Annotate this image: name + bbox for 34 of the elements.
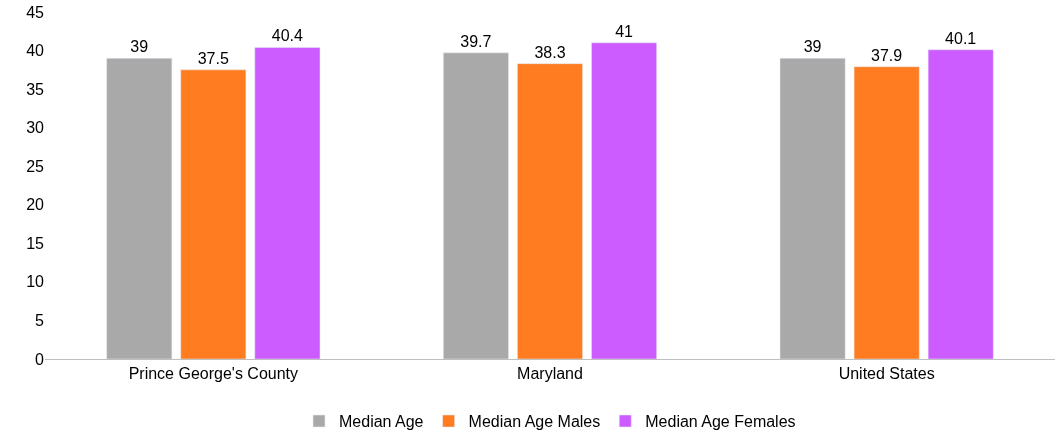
y-tick-label: 20 bbox=[26, 196, 45, 214]
y-tick-label: 35 bbox=[26, 80, 45, 98]
x-tick-label: Maryland bbox=[517, 365, 583, 383]
x-tick-label: Prince George's County bbox=[128, 365, 299, 383]
data-label: 39.7 bbox=[460, 32, 492, 50]
data-label: 37.5 bbox=[197, 49, 229, 67]
data-label: 39 bbox=[130, 38, 149, 56]
bar bbox=[853, 66, 920, 359]
bar bbox=[591, 42, 657, 359]
bar bbox=[254, 47, 321, 359]
y-tick-label: 25 bbox=[26, 157, 45, 175]
data-label: 39 bbox=[803, 38, 822, 56]
y-tick-label: 5 bbox=[35, 312, 45, 330]
bar bbox=[779, 58, 846, 359]
legend-label: Median Age Females bbox=[645, 413, 796, 431]
bar bbox=[106, 58, 173, 359]
y-tick-label: 30 bbox=[26, 119, 45, 137]
data-label: 41 bbox=[615, 22, 634, 40]
bar bbox=[180, 69, 247, 359]
bar bbox=[443, 52, 509, 359]
data-label: 38.3 bbox=[534, 43, 566, 61]
data-label: 40.1 bbox=[945, 29, 977, 47]
data-label: 37.9 bbox=[871, 46, 903, 64]
y-tick-label: 15 bbox=[26, 234, 45, 252]
y-tick-label: 40 bbox=[26, 42, 45, 60]
y-tick-label: 10 bbox=[26, 273, 45, 291]
legend-label: Median Age Males bbox=[468, 413, 601, 431]
data-label: 40.4 bbox=[271, 27, 304, 45]
x-tick-label: United States bbox=[838, 365, 935, 383]
bar bbox=[927, 49, 994, 359]
y-tick-label: 45 bbox=[26, 3, 45, 21]
bar bbox=[517, 63, 583, 359]
y-tick-label: 0 bbox=[35, 350, 45, 368]
legend-label: Median Age bbox=[339, 413, 424, 431]
